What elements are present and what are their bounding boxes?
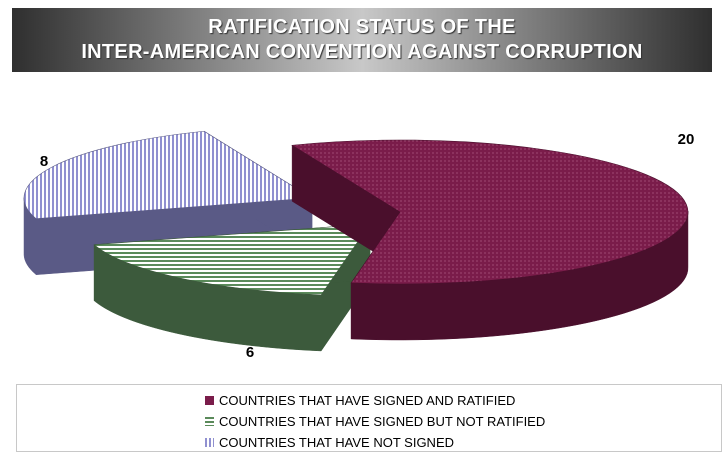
data-label-signed-not-ratified: 6 — [246, 344, 254, 361]
legend-swatch-not-signed — [205, 438, 214, 447]
legend-swatch-signed-ratified — [205, 396, 214, 405]
pie-slice-signed-not-ratified — [93, 223, 371, 352]
data-label-signed-ratified: 20 — [678, 131, 695, 148]
chart-legend: COUNTRIES THAT HAVE SIGNED AND RATIFIED … — [16, 384, 722, 452]
chart-title-banner: RATIFICATION STATUS OF THE INTER-AMERICA… — [12, 8, 712, 72]
pie-slice-signed-ratified — [291, 139, 689, 341]
legend-swatch-signed-not-ratified — [205, 417, 214, 426]
legend-label-not-signed: COUNTRIES THAT HAVE NOT SIGNED — [219, 435, 454, 450]
legend-item-signed-ratified: COUNTRIES THAT HAVE SIGNED AND RATIFIED — [205, 393, 515, 408]
chart-title-line-2: INTER-AMERICAN CONVENTION AGAINST CORRUP… — [81, 41, 643, 63]
legend-label-signed-not-ratified: COUNTRIES THAT HAVE SIGNED BUT NOT RATIF… — [219, 414, 546, 429]
legend-label-signed-ratified: COUNTRIES THAT HAVE SIGNED AND RATIFIED — [219, 393, 516, 408]
legend-item-not-signed: COUNTRIES THAT HAVE NOT SIGNED — [205, 435, 454, 450]
data-label-not-signed: 8 — [40, 153, 48, 170]
legend-item-signed-not-ratified: COUNTRIES THAT HAVE SIGNED BUT NOT RATIF… — [205, 414, 545, 429]
chart-title-line-1: RATIFICATION STATUS OF THE — [208, 16, 516, 38]
